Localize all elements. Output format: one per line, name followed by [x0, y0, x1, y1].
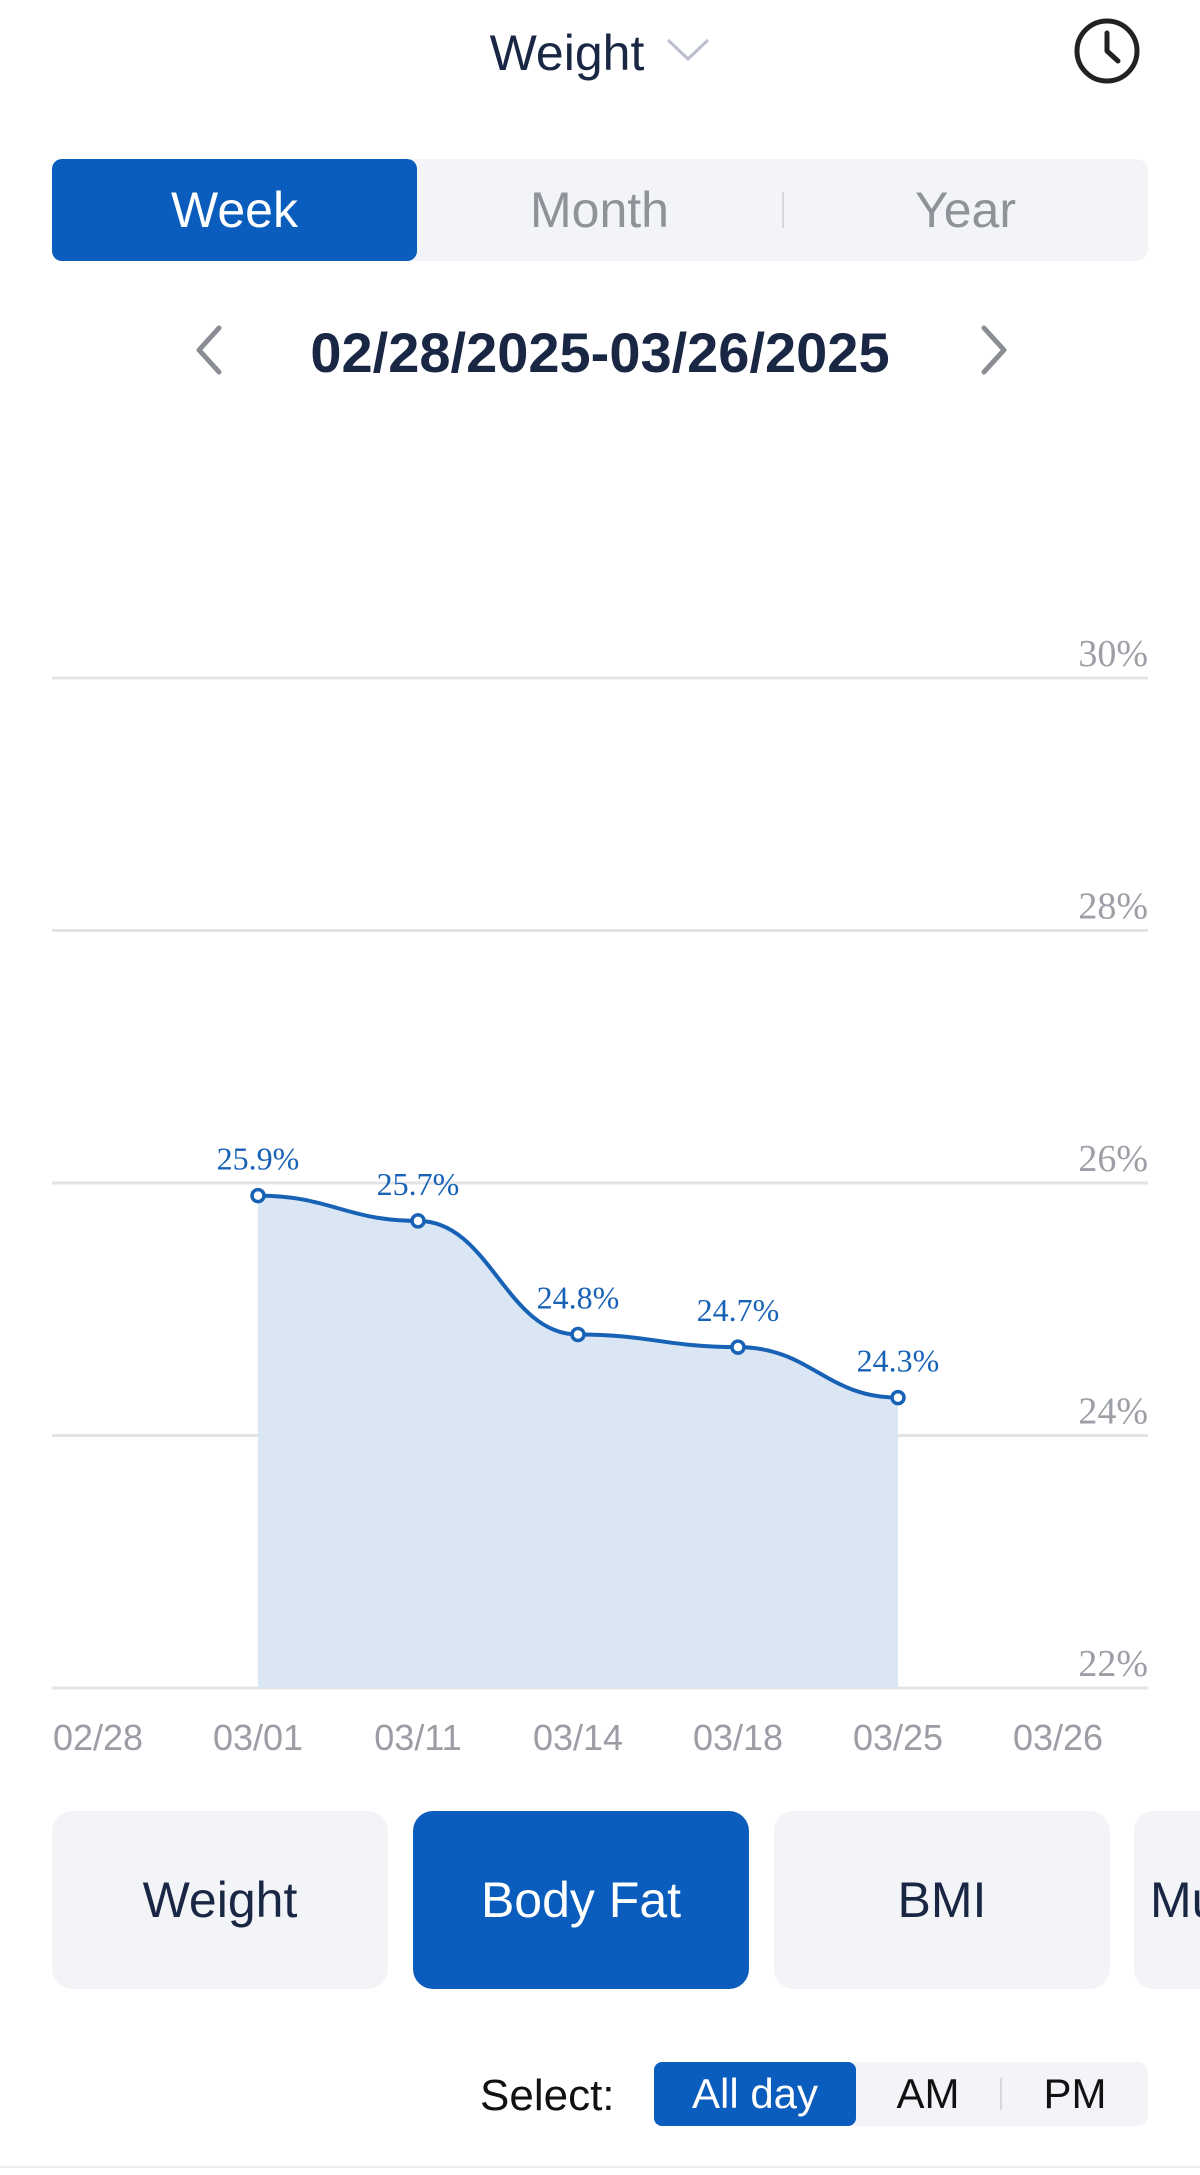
chevron-down-icon	[667, 38, 710, 62]
data-label: 24.7%	[697, 1292, 780, 1328]
clock-icon	[1074, 18, 1140, 84]
data-point	[250, 1187, 266, 1204]
y-tick-label: 24%	[1078, 1391, 1148, 1433]
x-tick-label: 03/14	[533, 1717, 623, 1758]
body-fat-chart: 25.9% 25.7% 24.8% 24.7% 24.3% 30% 28% 26% 24% 22…	[52, 633, 1148, 1758]
previous-period-button[interactable]	[185, 320, 235, 380]
option-divider	[1000, 2078, 1002, 2110]
metric-tab-weight[interactable]: Weight	[52, 1811, 388, 1989]
x-tick-label: 02/28	[53, 1717, 143, 1758]
time-of-day-segmented-control: All day AM PM	[654, 2062, 1148, 2126]
data-point	[730, 1339, 746, 1355]
data-label: 25.9%	[217, 1141, 300, 1177]
data-label: 24.8%	[537, 1280, 620, 1316]
metric-tab-muscle[interactable]: Mu	[1134, 1811, 1200, 1989]
metric-type-dropdown[interactable]: Weight	[0, 18, 1200, 88]
data-point	[410, 1213, 426, 1229]
period-segmented-control: Week Month Year	[52, 159, 1148, 261]
data-point	[570, 1326, 586, 1343]
data-label: 25.7%	[377, 1166, 460, 1202]
tab-divider	[782, 192, 784, 228]
option-pm[interactable]: PM	[1043, 2070, 1107, 2117]
page-title: Weight	[489, 25, 645, 81]
x-tick-label: 03/01	[213, 1717, 303, 1758]
chevron-right-icon	[981, 325, 1007, 375]
y-tick-label: 30%	[1078, 633, 1148, 675]
date-range-label: 02/28/2025-03/26/2025	[310, 321, 890, 384]
x-tick-label: 03/26	[1013, 1717, 1103, 1758]
option-all-day[interactable]: All day	[654, 2062, 856, 2126]
series-area	[258, 1195, 898, 1688]
x-tick-label: 03/25	[853, 1717, 943, 1758]
metric-tab-body-fat[interactable]: Body Fat	[413, 1811, 749, 1989]
x-tick-label: 03/18	[693, 1717, 783, 1758]
tab-month[interactable]: Month	[530, 182, 669, 238]
option-am[interactable]: AM	[896, 2070, 960, 2117]
y-tick-label: 26%	[1078, 1138, 1148, 1180]
next-period-button[interactable]	[968, 320, 1018, 380]
x-tick-label: 03/11	[374, 1717, 461, 1758]
metric-tab-bmi[interactable]: BMI	[774, 1811, 1110, 1989]
tab-week[interactable]: Week	[52, 159, 417, 261]
chevron-left-icon	[196, 325, 222, 375]
data-point	[890, 1389, 906, 1406]
y-tick-label: 28%	[1078, 886, 1148, 928]
history-button[interactable]	[1072, 16, 1142, 86]
y-tick-label: 22%	[1078, 1643, 1148, 1685]
select-label: Select:	[480, 2071, 615, 2120]
bottom-divider	[0, 2166, 1200, 2168]
data-label: 24.3%	[857, 1343, 940, 1379]
tab-year[interactable]: Year	[914, 182, 1017, 238]
